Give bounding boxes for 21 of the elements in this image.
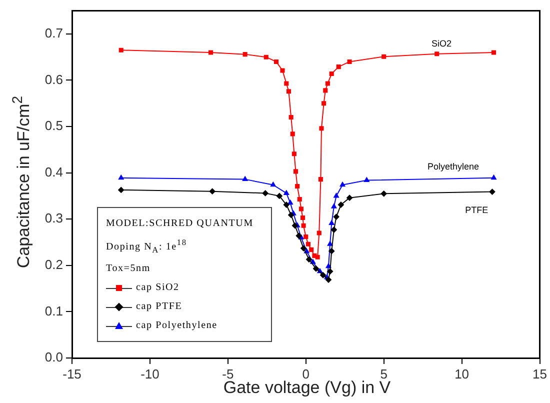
y-tick-label: 0.1 xyxy=(44,303,63,318)
legend-title: MODEL:SCHRED QUANTUM xyxy=(106,216,254,231)
annotation: Tox=5nm xyxy=(106,262,152,276)
x-tick-label: 15 xyxy=(532,366,548,382)
annotation: Doping N$_{A}$: 1e$^{18}$ xyxy=(106,236,188,256)
legend-label: cap SiO2 xyxy=(136,282,180,293)
y-tick-label: 0.5 xyxy=(44,118,63,134)
y-tick-label: 0.3 xyxy=(44,210,63,226)
y-tick-label: 0.2 xyxy=(44,256,63,272)
annotation: PTFE xyxy=(465,204,488,215)
x-tick-label: -15 xyxy=(62,366,82,382)
annotation: SiO2 xyxy=(432,38,452,48)
x-tick-label: 10 xyxy=(454,366,470,382)
y-tick-label: 0.4 xyxy=(44,164,63,180)
legend-label: cap PTFE xyxy=(136,301,182,312)
y-tick-label: 0.7 xyxy=(44,26,63,41)
annotation: Polyethylene xyxy=(427,162,480,172)
legend-label: cap Polyethylene xyxy=(136,320,218,331)
y-tick-label: 0.6 xyxy=(44,72,63,87)
y-tick-label: 0.0 xyxy=(44,350,63,365)
x-tick-label: -10 xyxy=(140,366,160,382)
